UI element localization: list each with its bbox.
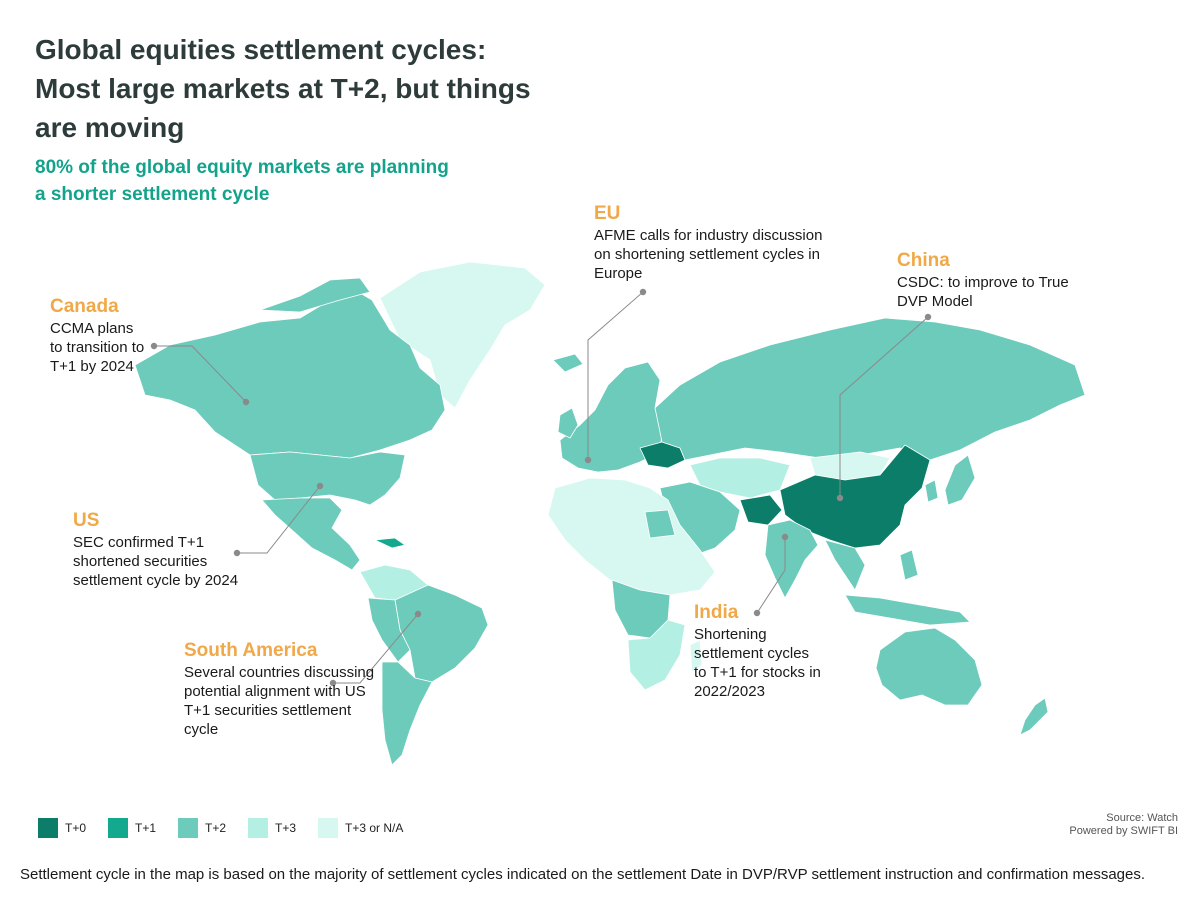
world-map [134, 261, 1086, 766]
region-iceland[interactable] [552, 353, 584, 373]
leader-dot-canada-a [150, 342, 158, 350]
source-credit: Source: Watch Powered by SWIFT BI [1069, 812, 1178, 838]
callout-south-america-text: Several countries discussing potential a… [184, 664, 375, 738]
callout-india-text: Shortening settlement cycles to T+1 for … [694, 626, 821, 700]
legend-label-t3: T+3 [275, 821, 297, 835]
region-indonesia[interactable] [844, 594, 971, 626]
region-southeast-asia[interactable] [824, 539, 866, 591]
region-canada[interactable] [134, 289, 446, 459]
callout-eu: EU AFME calls for industry discussion on… [594, 202, 834, 283]
callout-india: India Shortening settlement cycles to T+… [694, 601, 824, 701]
region-india[interactable] [764, 519, 819, 599]
source-line: Source: Watch [1106, 812, 1178, 824]
legend-label-t0: T+0 [65, 821, 87, 835]
legend-swatch-t3 [248, 818, 268, 838]
region-new-zealand[interactable] [1019, 697, 1049, 736]
leader-dot-india-b [781, 533, 789, 541]
region-philippines[interactable] [899, 549, 919, 581]
legend-item-t3-na: T+3 or N/A [318, 818, 428, 838]
leader-china [839, 316, 929, 498]
callout-india-heading: India [694, 602, 739, 623]
callout-canada: Canada CCMA plans to transition to T+1 b… [50, 295, 150, 376]
legend-label-t2: T+2 [205, 821, 227, 835]
page-subtitle: 80% of the global equity markets are pla… [35, 157, 449, 205]
map-legend: T+0 T+1 T+2 T+3 T+3 or N/A [38, 818, 428, 838]
leader-us [237, 485, 321, 554]
callout-china: China CSDC: to improve to True DVP Model [897, 249, 1077, 311]
callout-china-heading: China [897, 250, 950, 271]
leader-dot-us-a [233, 549, 241, 557]
page-title: Global equities settlement cycles: Most … [35, 34, 531, 143]
leader-dot-sa-a [329, 679, 337, 687]
region-africa-north[interactable] [547, 477, 716, 596]
region-egypt[interactable] [644, 509, 676, 539]
region-mexico[interactable] [261, 497, 361, 571]
region-japan[interactable] [944, 454, 976, 506]
callout-canada-text: CCMA plans to transition to T+1 by 2024 [50, 320, 145, 375]
legend-item-t1: T+1 [108, 818, 178, 838]
callout-eu-text: AFME calls for industry discussion on sh… [594, 227, 823, 282]
leader-dot-sa-b [414, 610, 422, 618]
region-africa-south[interactable] [627, 619, 686, 691]
legend-item-t2: T+2 [178, 818, 248, 838]
region-china[interactable] [779, 444, 931, 549]
legend-swatch-t2 [178, 818, 198, 838]
legend-label-t1: T+1 [135, 821, 157, 835]
region-russia[interactable] [654, 317, 1086, 461]
leader-canada [154, 345, 247, 403]
leader-dot-china-b [836, 494, 844, 502]
legend-item-t0: T+0 [38, 818, 108, 838]
legend-label-t3-na: T+3 or N/A [345, 821, 404, 835]
leader-dot-india-a [753, 609, 761, 617]
region-madagascar[interactable] [689, 639, 703, 673]
leader-south-america [333, 613, 419, 684]
callout-china-text: CSDC: to improve to True DVP Model [897, 274, 1069, 310]
callout-us: US SEC confirmed T+1 shortened securitie… [73, 509, 263, 590]
region-brazil[interactable] [394, 584, 489, 683]
callout-us-text: SEC confirmed T+1 shortened securities s… [73, 534, 239, 589]
footnote: Settlement cycle in the map is based on … [20, 866, 1146, 883]
region-australia[interactable] [875, 627, 983, 706]
leader-dot-canada-b [242, 398, 250, 406]
callout-eu-heading: EU [594, 203, 621, 224]
callout-canada-heading: Canada [50, 296, 119, 317]
leader-dot-eu-a [639, 288, 647, 296]
region-afghanistan[interactable] [739, 494, 783, 526]
region-arctic-islands[interactable] [259, 277, 371, 313]
callout-south-america: South America Several countries discussi… [184, 639, 384, 739]
region-greenland[interactable] [379, 261, 546, 409]
legend-swatch-t1 [108, 818, 128, 838]
legend-swatch-t0 [38, 818, 58, 838]
region-caribbean[interactable] [374, 537, 406, 549]
callout-south-america-heading: South America [184, 640, 318, 661]
leader-dot-china-a [924, 313, 932, 321]
leader-dot-eu-b [584, 456, 592, 464]
region-us[interactable] [249, 451, 406, 506]
callout-us-heading: US [73, 510, 100, 531]
leader-india [756, 537, 786, 614]
leader-dot-us-b [316, 482, 324, 490]
region-korea[interactable] [924, 479, 939, 503]
region-south-america-west[interactable] [367, 597, 411, 663]
region-south-america-south[interactable] [381, 661, 433, 766]
legend-item-t3: T+3 [248, 818, 318, 838]
legend-swatch-t3-na [318, 818, 338, 838]
region-uk-ireland[interactable] [557, 407, 579, 439]
powered-by-line: Powered by SWIFT BI [1069, 825, 1178, 837]
leader-eu [587, 291, 644, 460]
